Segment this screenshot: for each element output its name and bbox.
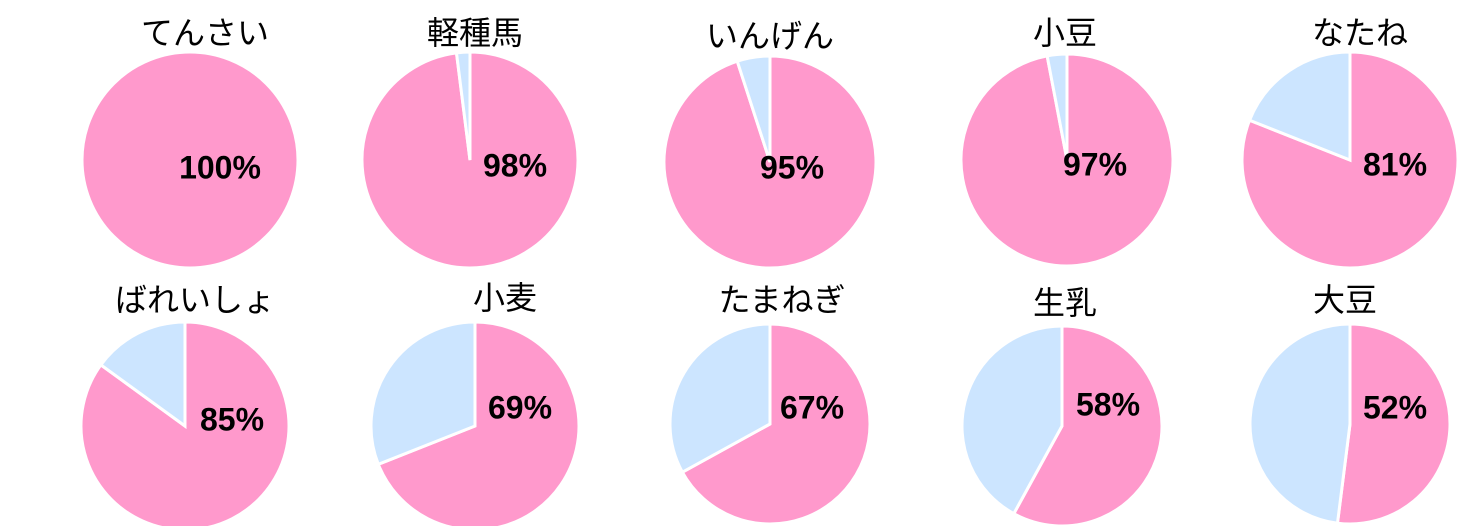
value-label: 85%: [200, 401, 264, 437]
chart-title: てんさい: [141, 14, 269, 52]
chart-title: いんげん: [706, 17, 834, 55]
chart-title: 小豆: [1033, 14, 1097, 52]
value-label: 81%: [1363, 146, 1427, 182]
pie-slice: [1250, 324, 1350, 523]
value-label: 58%: [1076, 386, 1140, 422]
value-label: 95%: [760, 149, 824, 185]
chart-title: なたね: [1312, 14, 1408, 52]
chart-title: 小麦: [473, 279, 537, 317]
chart-title: 大豆: [1313, 281, 1377, 319]
value-label: 97%: [1063, 146, 1127, 182]
chart-title: たまねぎ: [718, 281, 845, 319]
chart-title: ばれいしょ: [115, 281, 275, 319]
chart-grid: てんさい 100% 軽種馬 98% いんげん 95% 小豆 97% なたね 81% ばれいしょ 85%…: [0, 0, 1463, 526]
value-label: 67%: [780, 389, 844, 425]
chart-title: 生乳: [1033, 284, 1097, 322]
value-label: 100%: [179, 149, 261, 185]
value-label: 98%: [483, 147, 547, 183]
chart-title: 軽種馬: [427, 14, 523, 52]
value-label: 52%: [1363, 389, 1427, 425]
value-label: 69%: [488, 389, 552, 425]
